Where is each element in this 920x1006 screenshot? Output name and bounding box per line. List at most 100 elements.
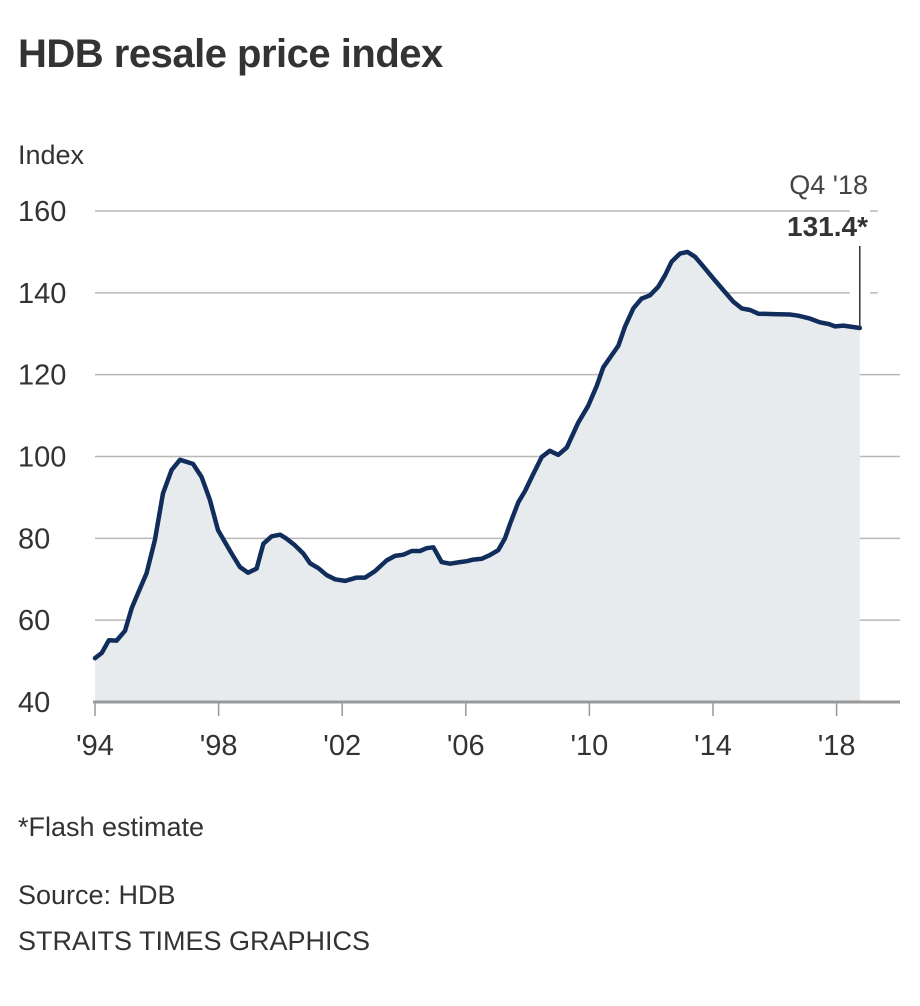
data-point [548,449,552,453]
data-point [425,546,429,550]
y-tick-label: 120 [18,360,66,392]
data-point [796,314,800,318]
data-point [145,571,149,575]
data-point [153,538,157,542]
data-point [200,475,204,479]
data-point [123,629,127,633]
data-point [246,571,250,575]
x-tick-label: '14 [694,730,732,762]
data-point [685,250,689,254]
y-tick-label: 100 [18,442,66,474]
data-point [711,277,715,281]
data-point [586,404,590,408]
chart-plot: '94 '98 '02 '06 '10 '14 '18 60 80 100 120 140 160 40… [18,170,900,762]
data-point [363,576,367,580]
x-tick-label: '94 [76,730,114,762]
data-point [333,577,337,581]
data-point [731,300,735,304]
data-point [648,293,652,297]
data-point [401,553,405,557]
data-point [701,265,705,269]
data-point [440,560,444,564]
data-point [465,559,469,563]
data-point [393,554,397,558]
series-line [92,249,863,661]
data-point [788,313,792,317]
data-point [608,356,612,360]
data-point [656,285,660,289]
data-point [130,606,134,610]
data-point [601,365,605,369]
data-point [756,312,760,316]
data-point [556,453,560,457]
data-point [540,455,544,459]
data-point [565,446,569,450]
x-tick-label: '10 [571,730,609,762]
y-tick-label: 80 [18,523,50,555]
data-point [431,545,435,549]
data-point [343,579,347,583]
data-point [208,498,212,502]
data-point [480,557,484,561]
y-axis-ticks: 60 80 100 120 140 160 40 [18,196,66,719]
data-point [640,297,644,301]
data-point [841,324,845,328]
data-point [678,252,682,256]
data-point [261,542,265,546]
data-point [616,344,620,348]
y-tick-label: 40 [18,687,50,719]
data-point [255,567,259,571]
annotation-period: Q4 '18 [789,170,868,200]
data-point [93,656,97,660]
data-point [631,306,635,310]
y-axis-label: Index [18,140,85,170]
data-point [325,573,329,577]
data-point [458,560,462,564]
data-point [136,591,140,595]
data-point [826,322,830,326]
data-point [488,553,492,557]
data-point [410,549,414,553]
data-point [178,458,182,462]
data-point [191,462,195,466]
data-point [670,260,674,264]
annotation-value: 131.4* [787,211,868,242]
data-point [385,558,389,562]
data-point [107,638,111,642]
y-tick-label: 160 [18,196,66,228]
data-point [663,273,667,277]
data-point [623,325,627,329]
data-point [721,288,725,292]
data-point [270,534,274,538]
data-point [308,561,312,565]
data-point [771,312,775,316]
data-point [496,548,500,552]
data-point [285,537,289,541]
x-tick-label: '98 [200,730,238,762]
data-point [503,536,507,540]
x-tick-label: '02 [323,730,361,762]
credit-note: STRAITS TIMES GRAPHICS [18,926,371,956]
data-point [595,384,599,388]
data-point [230,552,234,556]
chart-title: HDB resale price index [18,32,443,76]
data-point [523,489,527,493]
y-tick-label: 60 [18,605,50,637]
data-point [293,543,297,547]
y-tick-label: 140 [18,278,66,310]
data-point [808,317,812,321]
data-point [471,558,475,562]
data-point [115,639,119,643]
data-point [448,562,452,566]
data-point [355,576,359,580]
data-point [100,651,104,655]
data-point [373,569,377,573]
data-point [576,421,580,425]
data-point [238,565,242,569]
data-point [531,472,535,476]
data-point [693,255,697,259]
series-area-fill [95,251,860,702]
data-point [316,566,320,570]
data-point [278,533,282,537]
data-point [170,468,174,472]
